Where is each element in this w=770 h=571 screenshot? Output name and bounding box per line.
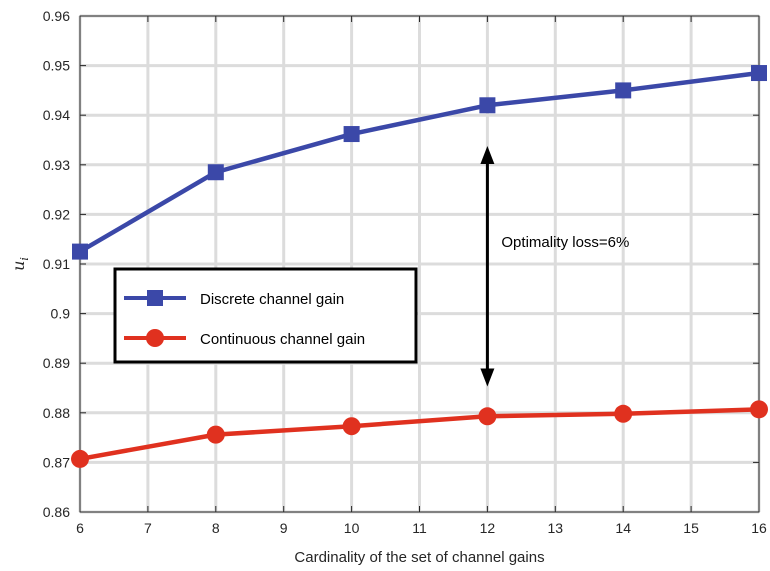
y-tick-label: 0.91 xyxy=(43,256,70,272)
x-tick-label: 14 xyxy=(615,520,631,536)
y-axis-label-subscript: i xyxy=(18,257,31,261)
x-tick-label: 12 xyxy=(480,520,496,536)
series-line xyxy=(79,407,760,462)
x-tick-label: 16 xyxy=(751,520,767,536)
x-tick-label: 11 xyxy=(412,520,427,536)
data-point-circle xyxy=(478,407,497,426)
x-tick-label: 10 xyxy=(344,520,360,536)
series-layer xyxy=(71,65,768,468)
y-tick-label: 0.95 xyxy=(43,58,70,74)
grid xyxy=(78,14,761,514)
data-point-square xyxy=(343,126,360,143)
y-tick-label: 0.92 xyxy=(43,206,70,222)
y-tick-label: 0.87 xyxy=(43,454,70,470)
legend-square-marker-icon xyxy=(147,290,163,306)
y-tick-label: 0.89 xyxy=(43,355,70,371)
y-tick-label: 0.86 xyxy=(43,504,70,520)
data-point-square xyxy=(615,82,632,99)
legend-label-continuous: Continuous channel gain xyxy=(200,331,365,348)
legend-entry-continuous: Continuous channel gain xyxy=(124,329,365,348)
annotation-text: Optimality loss=6% xyxy=(501,234,629,251)
arrow-head-up xyxy=(480,145,495,164)
legend-box xyxy=(113,267,418,364)
x-axis-label: Cardinality of the set of channel gains xyxy=(294,549,544,566)
y-tick-label: 0.9 xyxy=(51,306,71,322)
data-point-circle xyxy=(750,400,768,419)
legend-circle-marker-icon xyxy=(146,329,164,347)
x-tick-label: 15 xyxy=(683,520,699,536)
data-point-square xyxy=(479,97,496,114)
data-point-circle xyxy=(342,417,361,436)
arrow-head-down xyxy=(480,368,495,387)
legend-label-discrete: Discrete channel gain xyxy=(200,291,344,308)
data-point-circle xyxy=(614,404,633,423)
x-tick-label: 13 xyxy=(548,520,564,536)
annotation: Optimality loss=6% xyxy=(480,145,629,387)
y-axis-label-main: u xyxy=(9,261,28,271)
y-tick-label: 0.96 xyxy=(43,8,70,24)
legend-entry-discrete: Discrete channel gain xyxy=(124,290,344,308)
x-tick-label: 8 xyxy=(212,520,220,536)
data-point-square xyxy=(72,243,88,260)
series-discrete xyxy=(72,65,767,260)
data-point-square xyxy=(751,65,767,82)
y-tick-label: 0.93 xyxy=(43,157,70,173)
y-tick-label: 0.94 xyxy=(43,107,70,123)
series-line xyxy=(78,70,760,254)
y-axis-label: ui xyxy=(9,257,31,271)
series-continuous xyxy=(71,400,768,468)
axis-ticks: 6 7 8 9 10 11 12 13 14 15 16 0.86 0.87 0.88 0.89 0.9 0.9… xyxy=(43,8,767,536)
y-tick-label: 0.88 xyxy=(43,405,70,421)
data-point-square xyxy=(207,164,224,181)
x-tick-label: 9 xyxy=(280,520,288,536)
x-tick-label: 7 xyxy=(144,520,152,536)
x-tick-label: 6 xyxy=(76,520,84,536)
data-point-circle xyxy=(71,449,89,468)
data-point-circle xyxy=(206,425,225,444)
legend: Discrete channel gain Continuous channel… xyxy=(113,267,418,364)
